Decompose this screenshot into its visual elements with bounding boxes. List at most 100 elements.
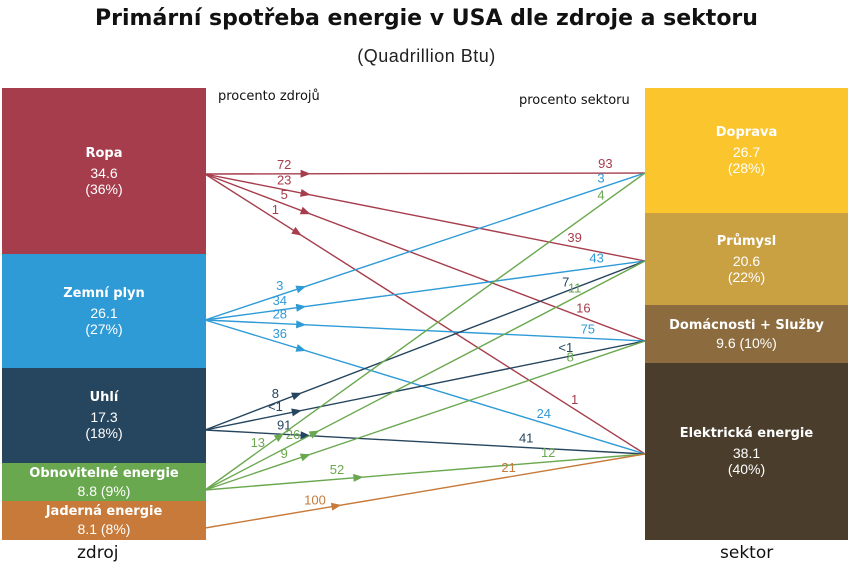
sector-elektricka: Elektrická energie 38.1 (40%) <box>645 363 848 540</box>
flow-sector-percent: 41 <box>519 431 533 446</box>
sector-name: Elektrická energie <box>679 426 814 441</box>
flow-line-uhli-elektricka <box>204 429 646 455</box>
flow-sector-percent: 39 <box>567 230 581 245</box>
flow-sector-percent: 43 <box>589 250 603 265</box>
flow-line-obnovitelne-domacnosti <box>204 340 646 491</box>
flow-line-ropa-prumysl <box>204 173 646 262</box>
flow-line-ropa-doprava <box>204 172 646 175</box>
sector-value: 20.6 <box>732 252 761 269</box>
flow-arrow-ropa-prumysl <box>300 189 311 197</box>
flow-arrow-obnovitelne-domacnosti <box>299 453 311 462</box>
flow-line-zemni_plyn-doprava <box>204 172 646 321</box>
sector-prumysl: Průmysl 20.6 (22%) <box>645 213 848 305</box>
sector-name: Průmysl <box>716 233 777 249</box>
flow-sector-percent: 12 <box>541 445 555 460</box>
flow-line-jaderna-elektricka <box>204 453 646 529</box>
sector-doprava: Doprava 26.7 (28%) <box>645 88 848 213</box>
sector-value: 38.1 <box>732 445 761 461</box>
sector-percent: (40%) <box>727 461 766 477</box>
flow-arrow-ropa-doprava <box>300 169 311 178</box>
source-name: Obnovitelné energie <box>29 465 179 481</box>
flow-source-percent: 52 <box>330 462 344 477</box>
flow-source-percent: 23 <box>277 173 291 188</box>
flow-sector-percent: <1 <box>558 340 573 355</box>
sector-percent: (22%) <box>727 268 766 285</box>
sector-name: Domácnosti + Služby <box>669 317 824 333</box>
source-value-percent: 8.8 (9%) <box>77 482 131 499</box>
source-percent: (18%) <box>85 425 123 441</box>
flow-line-zemni_plyn-elektricka <box>204 319 646 455</box>
flow-line-uhli-prumysl <box>204 260 646 431</box>
flow-source-percent: 91 <box>277 417 291 432</box>
flow-line-obnovitelne-elektricka <box>204 453 646 491</box>
chart-subtitle: (Quadrillion Btu) <box>357 46 496 66</box>
flow-arrow-uhli-elektricka <box>300 431 311 440</box>
flow-line-zemni_plyn-domacnosti <box>204 319 646 342</box>
flow-source-percent: 9 <box>281 446 288 461</box>
flow-source-percent: 26 <box>286 427 300 442</box>
sector-percent: (28%) <box>727 160 766 176</box>
sector-name: Doprava <box>715 125 778 140</box>
flow-source-percent: 5 <box>281 187 288 202</box>
flow-arrow-obnovitelne-prumysl <box>308 430 320 439</box>
flow-line-ropa-elektricka <box>204 173 646 455</box>
flow-source-percent: 72 <box>277 157 291 172</box>
flow-arrow-uhli-prumysl <box>291 392 302 401</box>
flow-source-percent: 8 <box>272 386 279 401</box>
source-jaderna: Jaderná energie 8.1 (8%) <box>2 501 206 540</box>
source-uhli: Uhlí 17.3 (18%) <box>2 368 206 463</box>
flow-sector-percent: 16 <box>576 301 590 316</box>
source-value: 34.6 <box>90 164 118 181</box>
flow-line-ropa-domacnosti <box>204 173 646 342</box>
left-footer: zdroj <box>77 543 119 563</box>
right-header: procento sektoru <box>519 93 630 108</box>
source-value-percent: 8.1 (8%) <box>77 521 131 537</box>
source-name: Jaderná energie <box>45 504 163 519</box>
source-name: Ropa <box>85 145 123 161</box>
flow-arrow-jaderna-elektricka <box>330 502 342 511</box>
sector-value-percent: 9.6 (10%) <box>716 334 777 351</box>
flow-source-percent: 3 <box>276 278 283 293</box>
source-name: Zemní plyn <box>63 285 145 301</box>
source-obnovitelne: Obnovitelné energie 8.8 (9%) <box>2 463 206 501</box>
flow-sector-percent: 93 <box>598 156 612 171</box>
flow-arrow-zemni_plyn-elektricka <box>295 344 307 352</box>
flow-arrow-ropa-elektricka <box>291 226 302 236</box>
flow-source-percent: 13 <box>251 435 265 450</box>
source-name: Uhlí <box>89 390 119 405</box>
flow-source-percent: <1 <box>268 399 283 414</box>
flow-line-uhli-domacnosti <box>204 340 646 431</box>
right-footer: sektor <box>720 543 774 563</box>
flow-sector-percent: 8 <box>567 349 574 364</box>
source-value: 17.3 <box>90 409 118 425</box>
source-value: 26.1 <box>90 304 118 321</box>
flow-arrow-uhli-domacnosti <box>291 408 302 417</box>
source-ropa: Ropa 34.6 (36%) <box>2 88 206 254</box>
flow-arrow-zemni_plyn-prumysl <box>295 303 307 312</box>
flow-sector-percent: 75 <box>581 321 595 336</box>
source-percent: (27%) <box>85 320 123 337</box>
flow-source-percent: 36 <box>273 326 287 341</box>
flow-source-percent: 34 <box>273 293 287 308</box>
flow-sector-percent: 3 <box>597 171 604 186</box>
flow-sector-percent: 21 <box>501 460 515 475</box>
flow-arrow-obnovitelne-elektricka <box>353 473 364 482</box>
source-zemni-plyn: Zemní plyn 26.1 (27%) <box>2 254 206 368</box>
source-percent: (36%) <box>85 180 123 197</box>
flow-sector-percent: 11 <box>568 281 582 296</box>
flow-source-percent: 28 <box>273 307 287 322</box>
flow-arrow-ropa-domacnosti <box>299 206 311 215</box>
flow-arrow-zemni_plyn-domacnosti <box>296 320 307 329</box>
flow-sector-percent: 24 <box>537 406 551 421</box>
sector-domacnosti: Domácnosti + Služby 9.6 (10%) <box>645 305 848 363</box>
flow-sector-percent: 1 <box>571 392 578 407</box>
flow-line-zemni_plyn-prumysl <box>204 260 646 321</box>
left-header: procento zdrojů <box>218 89 320 104</box>
flow-line-obnovitelne-prumysl <box>204 260 646 491</box>
flow-arrow-obnovitelne-doprava <box>273 432 285 443</box>
flow-source-percent: 1 <box>272 202 279 217</box>
flow-sector-percent: 7 <box>562 274 569 289</box>
sector-value: 26.7 <box>732 144 761 160</box>
chart-title: Primární spotřeba energie v USA dle zdro… <box>95 6 758 31</box>
